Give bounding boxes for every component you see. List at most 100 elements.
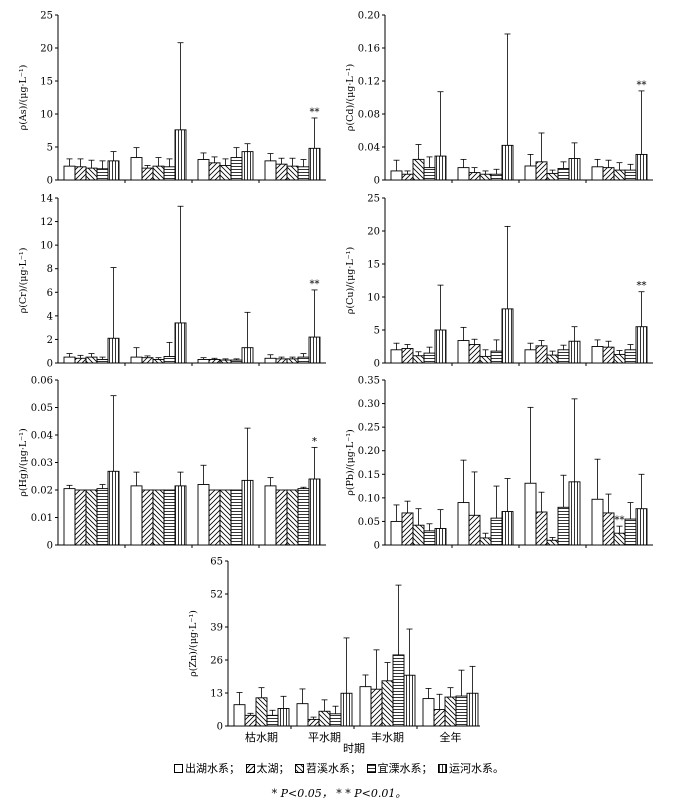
bar-Cd-cat-3-s4 bbox=[557, 167, 570, 181]
bar-Pb-cat-4-s5 bbox=[635, 508, 648, 546]
bar-Pb-cat-1-s4 bbox=[423, 530, 436, 546]
significance-footnote: * P<0.05， * * P<0.01。 bbox=[271, 787, 407, 800]
bar-Hg-cat-2-s3 bbox=[152, 489, 165, 546]
bar-Pb-cat-2-s4 bbox=[490, 517, 503, 546]
y-tick-label: 0.03 bbox=[31, 458, 53, 469]
bar-Cd-cat-2-s4 bbox=[490, 173, 503, 181]
bar-Cd-cat-3-s1 bbox=[524, 165, 537, 181]
bar-Cu-cat-2-s4 bbox=[490, 350, 503, 364]
bar-Cd-cat-4-s5 bbox=[635, 153, 648, 181]
bar-Cu-cat-3-s1 bbox=[524, 349, 537, 364]
bar-Pb-cat-2-s3 bbox=[479, 537, 492, 546]
bar-Zn-cat-4-s1 bbox=[422, 698, 435, 727]
bar-Pb-cat-1-s2 bbox=[401, 512, 414, 546]
bar-Cr-cat-3-s2 bbox=[208, 359, 221, 364]
bar-Hg-cat-3-s1 bbox=[197, 484, 210, 546]
bar-Hg-cat-3-s3 bbox=[219, 489, 232, 546]
y-tick-label: 52 bbox=[210, 590, 223, 601]
y-tick-label: 0.02 bbox=[31, 486, 53, 497]
bar-Cr-cat-1-s4 bbox=[96, 359, 109, 364]
bar-Pb-cat-4-s3 bbox=[613, 532, 626, 546]
bar-Cr-cat-1-s3 bbox=[85, 356, 98, 364]
bar-As-cat-4-s1 bbox=[264, 160, 277, 181]
chart-Hg: 0 0.01 0.02 0.03 0.04 0.05 0.06 ρ(Hg)/(μg·L⁻¹) * bbox=[18, 376, 326, 552]
bar-Cr-cat-3-s3 bbox=[219, 359, 232, 364]
bar-Pb-cat-4-s1 bbox=[591, 498, 604, 546]
y-tick-label: 0.35 bbox=[358, 376, 380, 387]
bar-As-cat-2-s5 bbox=[174, 129, 187, 181]
y-tick-label: 5 bbox=[47, 143, 53, 154]
legend-item-1: 出湖水系； bbox=[174, 760, 240, 776]
footnote-p001: P<0.01。 bbox=[354, 787, 407, 800]
bar-As-cat-2-s2 bbox=[141, 167, 154, 181]
bar-Cd-cat-1-s2 bbox=[401, 173, 414, 181]
y-tick-label: 39 bbox=[210, 623, 223, 634]
legend-item-5: 运河水系。 bbox=[438, 760, 504, 776]
bar-Pb-cat-3-s5 bbox=[568, 481, 581, 546]
y-tick-label: 25 bbox=[40, 11, 53, 22]
x-axis-label: 时期 bbox=[343, 742, 365, 755]
bar-Hg-cat-4-s2 bbox=[275, 489, 288, 546]
bar-Pb-cat-4-s2 bbox=[602, 512, 615, 546]
bar-As-cat-4-s4 bbox=[297, 166, 310, 181]
bar-Zn-cat-3-s2 bbox=[370, 688, 383, 727]
bar-Cr-cat-4-s5 bbox=[308, 336, 321, 364]
bar-Zn-cat-3-s3 bbox=[381, 680, 394, 727]
bar-Pb-cat-1-s5 bbox=[434, 528, 447, 546]
y-tick-label: 0 bbox=[47, 359, 53, 370]
y-tick-label: 26 bbox=[210, 656, 223, 667]
y-tick-label: 13 bbox=[210, 689, 223, 700]
bar-Cd-cat-4-s3 bbox=[613, 169, 626, 181]
bar-Cd-cat-2-s1 bbox=[457, 167, 470, 181]
bar-As-cat-2-s1 bbox=[130, 157, 143, 181]
bar-Pb-cat-2-s1 bbox=[457, 502, 470, 546]
bar-Hg-cat-4-s1 bbox=[264, 485, 277, 546]
y-tick-label: 0 bbox=[374, 176, 380, 187]
y-tick-label: 2 bbox=[47, 335, 53, 346]
y-tick-label: 0.05 bbox=[358, 517, 380, 528]
bar-Zn-cat-4-s5 bbox=[466, 692, 479, 727]
y-tick-label: 4 bbox=[47, 311, 53, 322]
bar-Zn-cat-3-s4 bbox=[392, 654, 405, 727]
bar-Pb-cat-1-s3 bbox=[412, 524, 425, 546]
bar-Cr-cat-4-s2 bbox=[275, 358, 288, 364]
legend-item-4: 宜溧水系； bbox=[366, 760, 433, 776]
y-tick-label: 12 bbox=[40, 217, 53, 228]
bar-As-cat-3-s3 bbox=[219, 165, 232, 181]
y-tick-label: 10 bbox=[40, 241, 53, 252]
bar-Pb-cat-3-s4 bbox=[557, 506, 570, 546]
bar-As-cat-4-s2 bbox=[275, 163, 288, 181]
bar-Cd-cat-4-s2 bbox=[602, 167, 615, 181]
significance-mark: ** bbox=[615, 515, 625, 526]
bar-Cd-cat-2-s5 bbox=[501, 144, 514, 181]
y-tick-label: 8 bbox=[47, 264, 53, 275]
legend-item-3: 苕溪水系； bbox=[295, 760, 361, 776]
bar-Zn-cat-1-s5 bbox=[277, 708, 290, 727]
bar-Cr-cat-4-s1 bbox=[264, 357, 277, 364]
bar-Hg-cat-2-s2 bbox=[141, 489, 154, 546]
bar-Cr-cat-3-s1 bbox=[197, 359, 210, 364]
bar-Hg-cat-4-s4 bbox=[297, 488, 310, 546]
bar-Cu-cat-2-s3 bbox=[479, 355, 492, 364]
bar-Cd-cat-3-s3 bbox=[546, 172, 559, 181]
significance-mark: ** bbox=[637, 281, 647, 292]
x-tick-label: 全年 bbox=[440, 730, 462, 744]
y-tick-label: 0.30 bbox=[358, 399, 380, 410]
chart-Zn: 0 13 26 39 52 65 ρ(Zn)/(μg·L⁻¹) 枯水期 平水期 丰水期 全年 bbox=[188, 557, 480, 744]
bar-Cu-cat-1-s5 bbox=[434, 329, 447, 364]
bar-Cr-cat-3-s4 bbox=[230, 359, 243, 364]
bar-Cu-cat-4-s3 bbox=[613, 353, 626, 364]
bar-Cd-cat-1-s3 bbox=[412, 158, 425, 181]
bar-As-cat-2-s4 bbox=[163, 166, 176, 181]
y-tick-label: 0 bbox=[217, 722, 223, 733]
y-tick-label: 0.25 bbox=[358, 423, 380, 434]
x-tick-label: 平水期 bbox=[308, 731, 341, 744]
bar-Zn-cat-1-s4 bbox=[266, 714, 279, 727]
y-tick-label: 0 bbox=[374, 359, 380, 370]
y-tick-label: 0 bbox=[47, 541, 53, 552]
bar-Cr-cat-1-s2 bbox=[74, 357, 87, 364]
y-tick-label: 0.12 bbox=[358, 77, 380, 88]
bar-Hg-cat-3-s5 bbox=[241, 479, 254, 546]
bar-Cu-cat-1-s1 bbox=[390, 349, 403, 364]
